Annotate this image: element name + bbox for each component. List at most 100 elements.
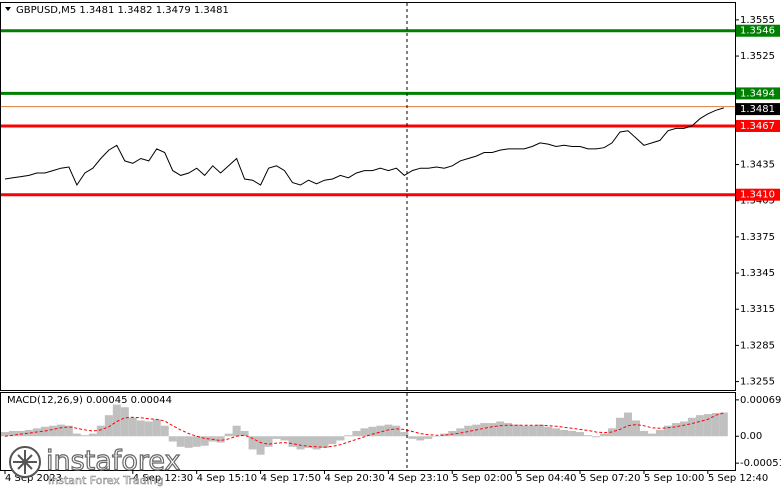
macd-bar: [48, 425, 57, 437]
x-tick-label: 4 Sep 15:10: [197, 473, 257, 484]
macd-bar: [671, 423, 680, 437]
macd-bar: [560, 429, 569, 437]
macd-bar: [679, 421, 688, 437]
macd-bar: [536, 424, 545, 437]
macd-bar: [144, 421, 153, 437]
macd-bar: [344, 435, 353, 437]
macd-bar: [584, 435, 593, 437]
macd-bar: [456, 428, 465, 437]
watermark-name: instaforex: [46, 446, 180, 477]
macd-bar: [80, 435, 89, 437]
macd-bar: [152, 419, 161, 437]
macd-bar: [711, 413, 720, 437]
macd-bar: [424, 436, 433, 439]
x-tick-label: 4 Sep 2023: [5, 473, 62, 484]
macd-bar: [687, 417, 696, 437]
macd-bar: [623, 412, 632, 437]
logo-mark: [13, 450, 37, 474]
macd-bar: [96, 425, 105, 437]
macd-title: MACD(12,26,9) 0.00045 0.00044: [7, 395, 172, 406]
macd-bar: [504, 423, 513, 437]
macd-bar: [432, 436, 441, 437]
level-label-box: [736, 119, 780, 132]
y-tick-label: 1.3405: [740, 196, 775, 207]
x-tick-label: 5 Sep 12:40: [708, 473, 768, 484]
macd-bar: [136, 420, 145, 437]
menu-arrow: [5, 7, 11, 11]
watermark-tagline: Instant Forex Trading: [48, 474, 164, 487]
macd-bar: [168, 436, 177, 442]
level-label: 1.3410: [740, 190, 775, 201]
macd-bar: [719, 412, 728, 437]
x-tick-label: 4 Sep 23:10: [388, 473, 448, 484]
macd-bar: [160, 425, 169, 437]
y-tick-label: -0.00051: [740, 458, 781, 469]
macd-bar: [440, 433, 449, 437]
macd-bar: [639, 430, 648, 437]
macd-bar: [328, 436, 337, 445]
macd-bar: [216, 436, 225, 443]
y-tick-label: 1.3315: [740, 304, 775, 315]
macd-bar: [352, 430, 361, 437]
macd-bar: [320, 436, 329, 448]
last-price-box: [736, 103, 780, 116]
macd-bar: [663, 425, 672, 437]
price-line: [4, 107, 724, 187]
macd-bar: [512, 424, 521, 437]
y-tick-label: 1.3555: [740, 15, 775, 26]
macd-bar: [312, 436, 321, 450]
chart-title: GBPUSD,M5 1.3481 1.3482 1.3479 1.3481: [16, 5, 229, 16]
y-tick-label: 1.3255: [740, 377, 775, 388]
macd-bar: [192, 436, 201, 447]
y-tick-label: 0.00: [740, 431, 762, 442]
level-label-box: [736, 24, 780, 37]
y-tick-label: 1.3375: [740, 232, 775, 243]
macd-bar: [528, 425, 537, 437]
x-tick-label: 5 Sep 10:00: [644, 473, 704, 484]
macd-bar: [400, 432, 409, 437]
y-tick-label: 1.3345: [740, 268, 775, 279]
level-label: 1.3467: [740, 121, 775, 132]
macd-bar: [248, 436, 257, 450]
macd-bar: [615, 417, 624, 437]
y-tick-label: 1.3525: [740, 51, 775, 62]
macd-bar: [112, 404, 121, 437]
macd-bar: [464, 425, 473, 437]
macd-bar: [600, 433, 609, 437]
x-tick-label: 5 Sep 02:00: [452, 473, 512, 484]
macd-bar: [264, 436, 273, 447]
macd-bar: [408, 436, 417, 439]
x-tick-label: 5 Sep 04:40: [516, 473, 576, 484]
macd-bar: [384, 424, 393, 437]
macd-bar: [544, 426, 553, 437]
macd-bar: [208, 436, 217, 442]
macd-bar: [576, 432, 585, 437]
macd-bar: [184, 436, 193, 448]
macd-bar: [128, 417, 137, 437]
macd-bar: [280, 436, 289, 441]
macd-bar: [224, 433, 233, 437]
macd-bar: [655, 429, 664, 437]
level-label-box: [736, 188, 780, 201]
last-price-label: 1.3481: [740, 104, 775, 115]
macd-bar: [368, 426, 377, 437]
price-panel-frame: [0, 2, 736, 391]
macd-bar: [647, 433, 656, 437]
macd-bar: [695, 415, 704, 437]
signal-line: [4, 412, 724, 448]
macd-bar: [360, 428, 369, 437]
macd-bar: [288, 436, 297, 447]
macd-bar: [8, 430, 17, 437]
macd-bar: [64, 425, 73, 437]
macd-bar: [88, 433, 97, 437]
macd-bar: [631, 420, 640, 437]
macd-bar: [416, 436, 425, 441]
macd-bar: [232, 425, 241, 437]
macd-bar: [104, 415, 113, 437]
macd-bar: [568, 430, 577, 437]
macd-bar: [392, 425, 401, 437]
macd-panel-frame: [0, 392, 736, 471]
